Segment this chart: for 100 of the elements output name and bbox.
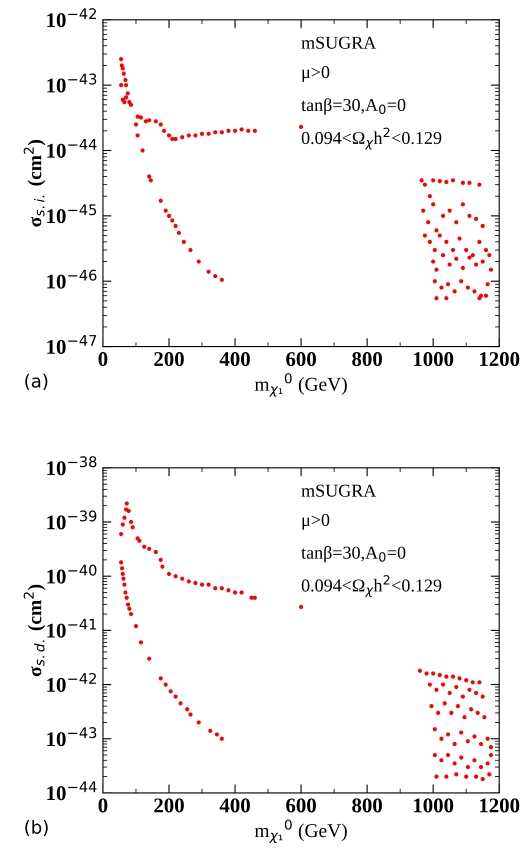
point [119,532,124,536]
point [477,182,482,187]
point [434,296,439,300]
point [446,732,450,737]
point [196,720,201,725]
point [439,758,444,762]
point [186,133,191,138]
point [476,710,480,715]
point [440,214,446,218]
x-tick-label: 1200 [480,352,520,366]
point [122,72,126,76]
point [450,178,456,182]
x-tick-label: 1000 [414,352,454,366]
point [467,180,472,185]
y-axis-title: σ$_{s.i.}$ (cm$^{2}$) [24,140,46,227]
y-tick-label: 10$^{−44}$ [47,139,97,158]
point [174,224,178,228]
point [120,566,124,570]
point [466,764,470,770]
point [124,501,129,506]
point [460,180,465,185]
x-tick-label: 200 [154,352,184,366]
point [434,268,439,272]
point [213,274,218,278]
point [220,130,224,134]
point [124,95,128,100]
point [220,736,224,741]
y-tick-label: 10$^{−39}$ [47,510,96,530]
point [431,178,436,182]
annotation: 0.094<Ω$_{χ}$h$^{2}$<0.129 [302,128,442,150]
point [193,580,198,586]
point [206,582,211,587]
point [454,684,458,690]
point [138,640,144,644]
point [154,119,158,124]
point [206,132,211,136]
point [134,624,138,628]
point [160,564,164,569]
point [448,690,452,696]
point [477,240,482,244]
point [432,279,437,284]
point [174,694,178,699]
x-tick-label: 200 [154,798,184,812]
x-tick-label: 400 [220,352,250,366]
point [180,135,184,140]
point [119,83,124,88]
point [121,576,126,581]
point [138,115,144,120]
point [147,118,152,122]
x-axis-title: m$_{χ₁}$$^{0}$ (GeV) [254,819,347,844]
point [428,682,432,687]
point [480,694,485,699]
point [136,114,140,119]
point [136,133,140,138]
point [438,233,442,238]
point [252,128,257,133]
point [467,255,472,260]
y-tick-label: 10$^{−44}$ [47,781,97,800]
point [446,752,450,758]
point [429,704,434,708]
point [140,148,145,153]
y-tick-label: 10$^{−47}$ [47,335,96,354]
point [126,508,131,514]
annotation: tanβ=30,A$_{0}$=0 [301,546,406,562]
point [166,572,172,576]
y-tick-label: 10$^{−45}$ [47,204,96,224]
point [431,259,436,264]
point [200,582,204,587]
point [480,777,485,782]
point [214,732,219,737]
point [128,612,134,616]
point [162,128,166,133]
y-tick-label: 10$^{−38}$ [47,456,96,476]
x-tick-label: 600 [286,352,316,366]
point [147,546,152,551]
point [487,253,492,258]
point [119,560,124,564]
point [472,289,477,294]
point [470,253,475,258]
point [484,248,488,252]
point [444,774,448,779]
point [422,182,427,187]
point [438,179,442,184]
point [164,208,168,213]
point [456,704,460,708]
point [477,296,482,300]
point [452,289,457,294]
point [148,178,153,182]
point [137,538,142,543]
point [124,83,128,88]
point [120,522,125,527]
point [474,690,478,696]
point [196,259,201,264]
point [444,180,448,184]
point [440,253,446,258]
point [436,710,440,715]
point [454,772,458,776]
point [487,772,492,776]
point [444,674,448,679]
point [128,520,134,524]
